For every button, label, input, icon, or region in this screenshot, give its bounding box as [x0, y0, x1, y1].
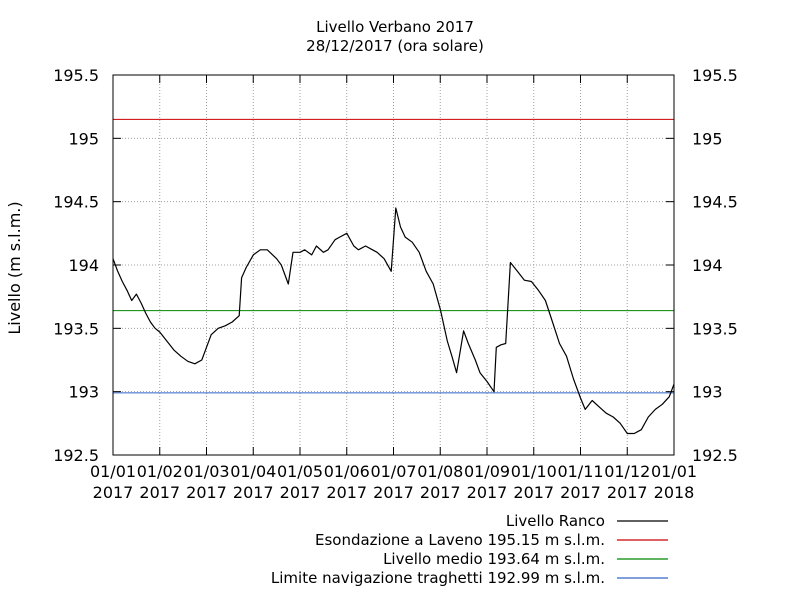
x-tick-label-year: 2017 — [607, 483, 648, 502]
x-tick-label: 01/04 — [230, 462, 276, 481]
grid — [113, 75, 674, 455]
y-tick-label: 193.5 — [53, 319, 99, 338]
x-tick-label: 01/03 — [183, 462, 229, 481]
x-tick-label: 01/08 — [417, 462, 463, 481]
y-tick-label-right: 193 — [692, 383, 723, 402]
legend-label: Livello Ranco — [506, 512, 605, 530]
plot-frame — [112, 74, 675, 456]
chart-title: Livello Verbano 2017 — [316, 18, 474, 36]
legend-label: Limite navigazione traghetti 192.99 m s.… — [271, 569, 605, 587]
y-tick-label-right: 194 — [692, 256, 723, 275]
y-tick-label: 194 — [68, 256, 99, 275]
x-tick-label-year: 2017 — [560, 483, 601, 502]
x-tick-label-year: 2017 — [467, 483, 508, 502]
y-tick-label: 193 — [68, 383, 99, 402]
x-tick-label-year: 2017 — [420, 483, 461, 502]
y-tick-label-right: 195 — [692, 129, 723, 148]
x-tick-label: 01/01 — [90, 462, 136, 481]
chart-subtitle: 28/12/2017 (ora solare) — [306, 37, 484, 55]
y-tick-label: 195 — [68, 129, 99, 148]
x-tick-label: 01/05 — [277, 462, 323, 481]
series-lines — [112, 207, 675, 435]
x-tick-label: 01/01 — [651, 462, 697, 481]
x-tick-label-year: 2017 — [326, 483, 367, 502]
y-tick-label-right: 193.5 — [692, 319, 738, 338]
y-axis-label: Livello (m s.l.m.) — [5, 201, 24, 334]
legend-label: Esondazione a Laveno 195.15 m s.l.m. — [315, 531, 605, 549]
x-tick-label: 01/09 — [464, 462, 510, 481]
x-tick-label-year: 2017 — [373, 483, 414, 502]
reference-lines — [113, 118, 674, 394]
y-tick-label: 194.5 — [53, 193, 99, 212]
x-tick-label-year: 2017 — [139, 483, 180, 502]
x-tick-label-year: 2017 — [93, 483, 134, 502]
y-tick-label: 195.5 — [53, 66, 99, 85]
x-tick-label-year: 2017 — [186, 483, 227, 502]
y-tick-label: 192.5 — [53, 446, 99, 465]
series-line — [112, 207, 675, 435]
axis-ticks: 192.5 192.5 193 193 193.5 193.5 194 194 194.5 194… — [53, 66, 738, 502]
x-tick-label: 01/12 — [604, 462, 650, 481]
x-tick-label: 01/06 — [324, 462, 370, 481]
x-tick-label-year: 2017 — [233, 483, 274, 502]
x-tick-label: 01/10 — [511, 462, 557, 481]
y-tick-label-right: 195.5 — [692, 66, 738, 85]
y-tick-label-right: 192.5 — [692, 446, 738, 465]
x-tick-label-year: 2017 — [280, 483, 321, 502]
x-tick-label: 01/07 — [370, 462, 416, 481]
x-tick-label: 01/02 — [137, 462, 183, 481]
y-tick-label-right: 194.5 — [692, 193, 738, 212]
x-tick-label-year: 2018 — [654, 483, 695, 502]
x-tick-label-year: 2017 — [513, 483, 554, 502]
x-tick-label: 01/11 — [557, 462, 603, 481]
legend-label: Livello medio 193.64 m s.l.m. — [383, 550, 605, 568]
